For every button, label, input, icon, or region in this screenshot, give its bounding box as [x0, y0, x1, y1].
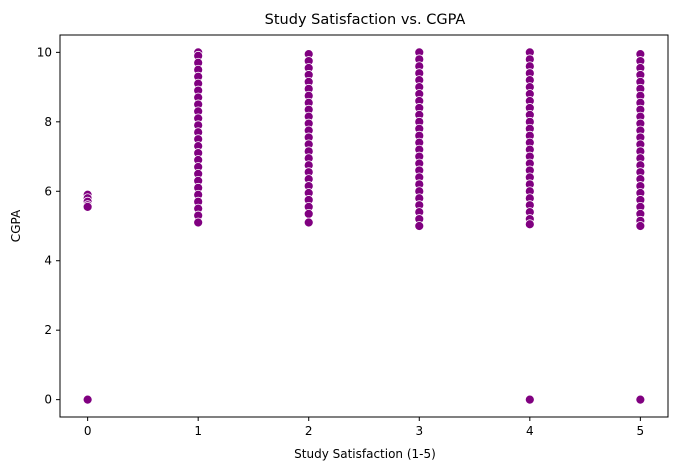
y-axis-title: CGPA	[9, 209, 23, 242]
y-tick-label: 4	[44, 254, 52, 268]
x-axis-title: Study Satisfaction (1-5)	[294, 447, 436, 461]
x-tick-label: 0	[84, 424, 92, 438]
data-point	[193, 217, 204, 228]
data-point	[82, 201, 93, 212]
data-point	[524, 394, 535, 405]
chart-title: Study Satisfaction vs. CGPA	[265, 12, 466, 28]
y-tick-label: 6	[44, 184, 52, 198]
y-axis-ticks: 0 2 4 6 8 10	[37, 45, 60, 407]
y-tick-label: 2	[44, 323, 52, 337]
data-point	[82, 394, 93, 405]
x-tick-label: 4	[526, 424, 534, 438]
x-tick-label: 2	[305, 424, 313, 438]
x-axis-ticks: 0 1 2 3 4 5	[84, 417, 644, 438]
data-point	[414, 221, 425, 231]
y-tick-label: 8	[44, 115, 52, 129]
x-tick-label: 5	[637, 424, 645, 438]
data-point	[303, 208, 314, 219]
data-point	[524, 219, 535, 230]
points-layer	[82, 47, 646, 405]
plot-area	[59, 34, 669, 418]
x-tick-label: 1	[194, 424, 202, 438]
data-point	[635, 221, 646, 231]
y-tick-label: 10	[37, 45, 52, 59]
x-tick-label: 3	[415, 424, 423, 438]
y-tick-label: 0	[44, 393, 52, 407]
data-point	[635, 394, 646, 405]
data-point	[303, 217, 314, 228]
